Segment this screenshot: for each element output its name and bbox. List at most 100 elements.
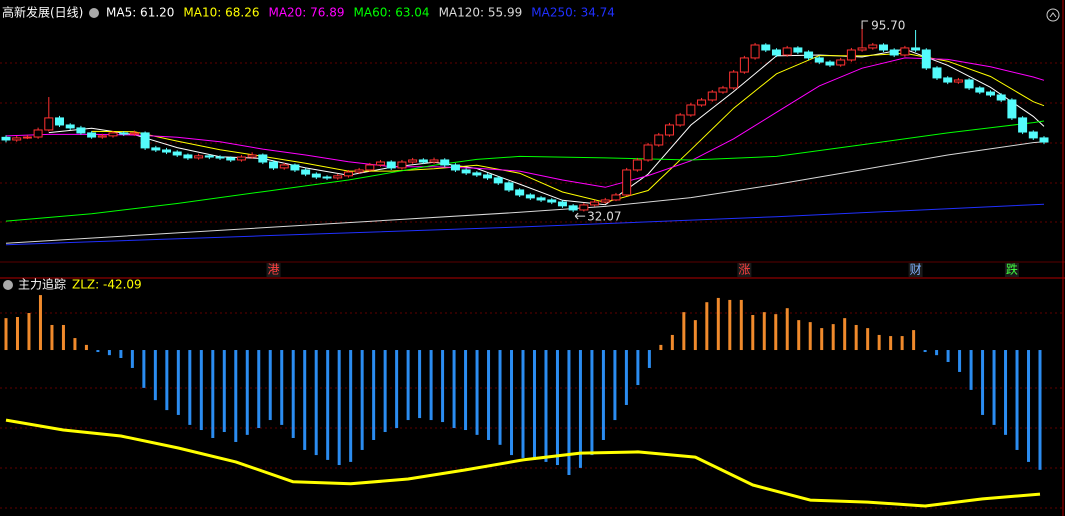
menu-icon[interactable] — [3, 280, 13, 290]
candle-body — [750, 44, 760, 59]
histogram-bar — [360, 350, 364, 450]
candle-body — [226, 157, 236, 161]
candle-body — [878, 44, 888, 51]
histogram-bar — [107, 350, 111, 356]
candle-body — [579, 204, 589, 211]
candle-body — [804, 51, 814, 59]
histogram-bar — [372, 350, 376, 440]
candle-body — [354, 169, 364, 173]
event-label: 涨 — [738, 262, 750, 277]
histogram-bar — [130, 350, 134, 368]
candle-body — [22, 136, 32, 139]
candle-body — [611, 194, 621, 201]
histogram-bar — [659, 344, 663, 351]
candle-body — [1, 136, 11, 141]
histogram-bar — [521, 350, 525, 458]
candle-body — [996, 94, 1006, 101]
histogram-bar — [245, 350, 249, 435]
candle-body — [622, 169, 632, 196]
candle-body — [632, 159, 642, 171]
candle-body — [376, 161, 386, 166]
histogram-bar — [751, 315, 755, 351]
candle-body — [397, 161, 407, 169]
histogram-bar — [647, 350, 651, 368]
histogram-bar — [337, 350, 341, 466]
candle-body — [151, 147, 161, 151]
histogram-bar — [624, 350, 628, 405]
candle-body — [461, 169, 471, 174]
histogram-bar — [578, 350, 582, 468]
candle-body — [846, 49, 856, 61]
legend-entry: MA10: 68.26 — [183, 6, 259, 20]
candle-body — [600, 199, 610, 203]
histogram-bar — [303, 350, 307, 450]
indicator-line — [5, 418, 1041, 508]
candle-body — [65, 124, 75, 129]
candle-body — [1028, 131, 1038, 139]
ma-line — [5, 203, 1045, 246]
histogram-bar — [935, 350, 939, 356]
candle-body — [975, 87, 985, 93]
ma-line — [5, 57, 1045, 188]
histogram-bar — [475, 350, 479, 435]
histogram-bar — [211, 350, 215, 438]
candle-body — [108, 132, 118, 137]
ma-line — [5, 141, 1045, 244]
candle-body — [87, 132, 97, 138]
candle-body — [654, 134, 664, 146]
histogram-bar — [1004, 350, 1008, 435]
histogram-bar — [1038, 350, 1042, 470]
histogram-bar — [820, 328, 824, 351]
histogram-bar — [958, 350, 962, 372]
candle-body — [985, 91, 995, 96]
histogram-bar — [808, 322, 812, 351]
candle-body — [258, 154, 268, 163]
candle-body — [450, 164, 460, 171]
candle-body — [771, 49, 781, 56]
candle-body — [140, 132, 150, 149]
candle-body — [183, 154, 193, 159]
candle-body — [921, 49, 931, 69]
candle-body — [857, 47, 867, 51]
candle-body — [97, 135, 107, 138]
candle-body — [12, 137, 22, 141]
expand-icon[interactable] — [1046, 8, 1060, 22]
histogram-bar — [567, 350, 571, 476]
histogram-bar — [464, 350, 468, 431]
histogram-bar — [96, 350, 100, 353]
histogram-bar — [383, 350, 387, 433]
candle-body — [504, 182, 514, 191]
event-box — [908, 263, 923, 277]
candle-body — [343, 171, 353, 177]
histogram-bar — [923, 350, 927, 353]
candle-body — [825, 61, 835, 66]
histogram-bar — [969, 350, 973, 390]
candle-body — [311, 173, 321, 178]
histogram-bar — [866, 328, 870, 351]
candle-body — [483, 174, 493, 179]
histogram-bar — [395, 350, 399, 429]
histogram-bar — [912, 330, 916, 351]
histogram-bar — [693, 320, 697, 351]
histogram-bar — [498, 350, 502, 445]
histogram-bar — [705, 302, 709, 351]
histogram-bar — [762, 312, 766, 351]
candle-body — [172, 151, 182, 156]
candle-body — [290, 164, 300, 171]
panel-title: 主力追踪 — [18, 277, 66, 292]
legend-entry: MA250: 34.74 — [531, 6, 615, 20]
histogram-bar — [797, 320, 801, 351]
candle-body — [44, 117, 54, 131]
legend-entry: MA20: 76.89 — [268, 6, 344, 20]
candle-body — [868, 44, 878, 49]
histogram-bar — [84, 344, 88, 351]
histogram-bar — [142, 350, 146, 388]
candle-body — [932, 67, 942, 79]
candle-body — [814, 57, 824, 63]
candle-body — [472, 172, 482, 176]
histogram-bar — [280, 350, 284, 425]
menu-icon[interactable] — [89, 8, 99, 18]
histogram-bar — [188, 350, 192, 425]
candle-body — [643, 144, 653, 161]
